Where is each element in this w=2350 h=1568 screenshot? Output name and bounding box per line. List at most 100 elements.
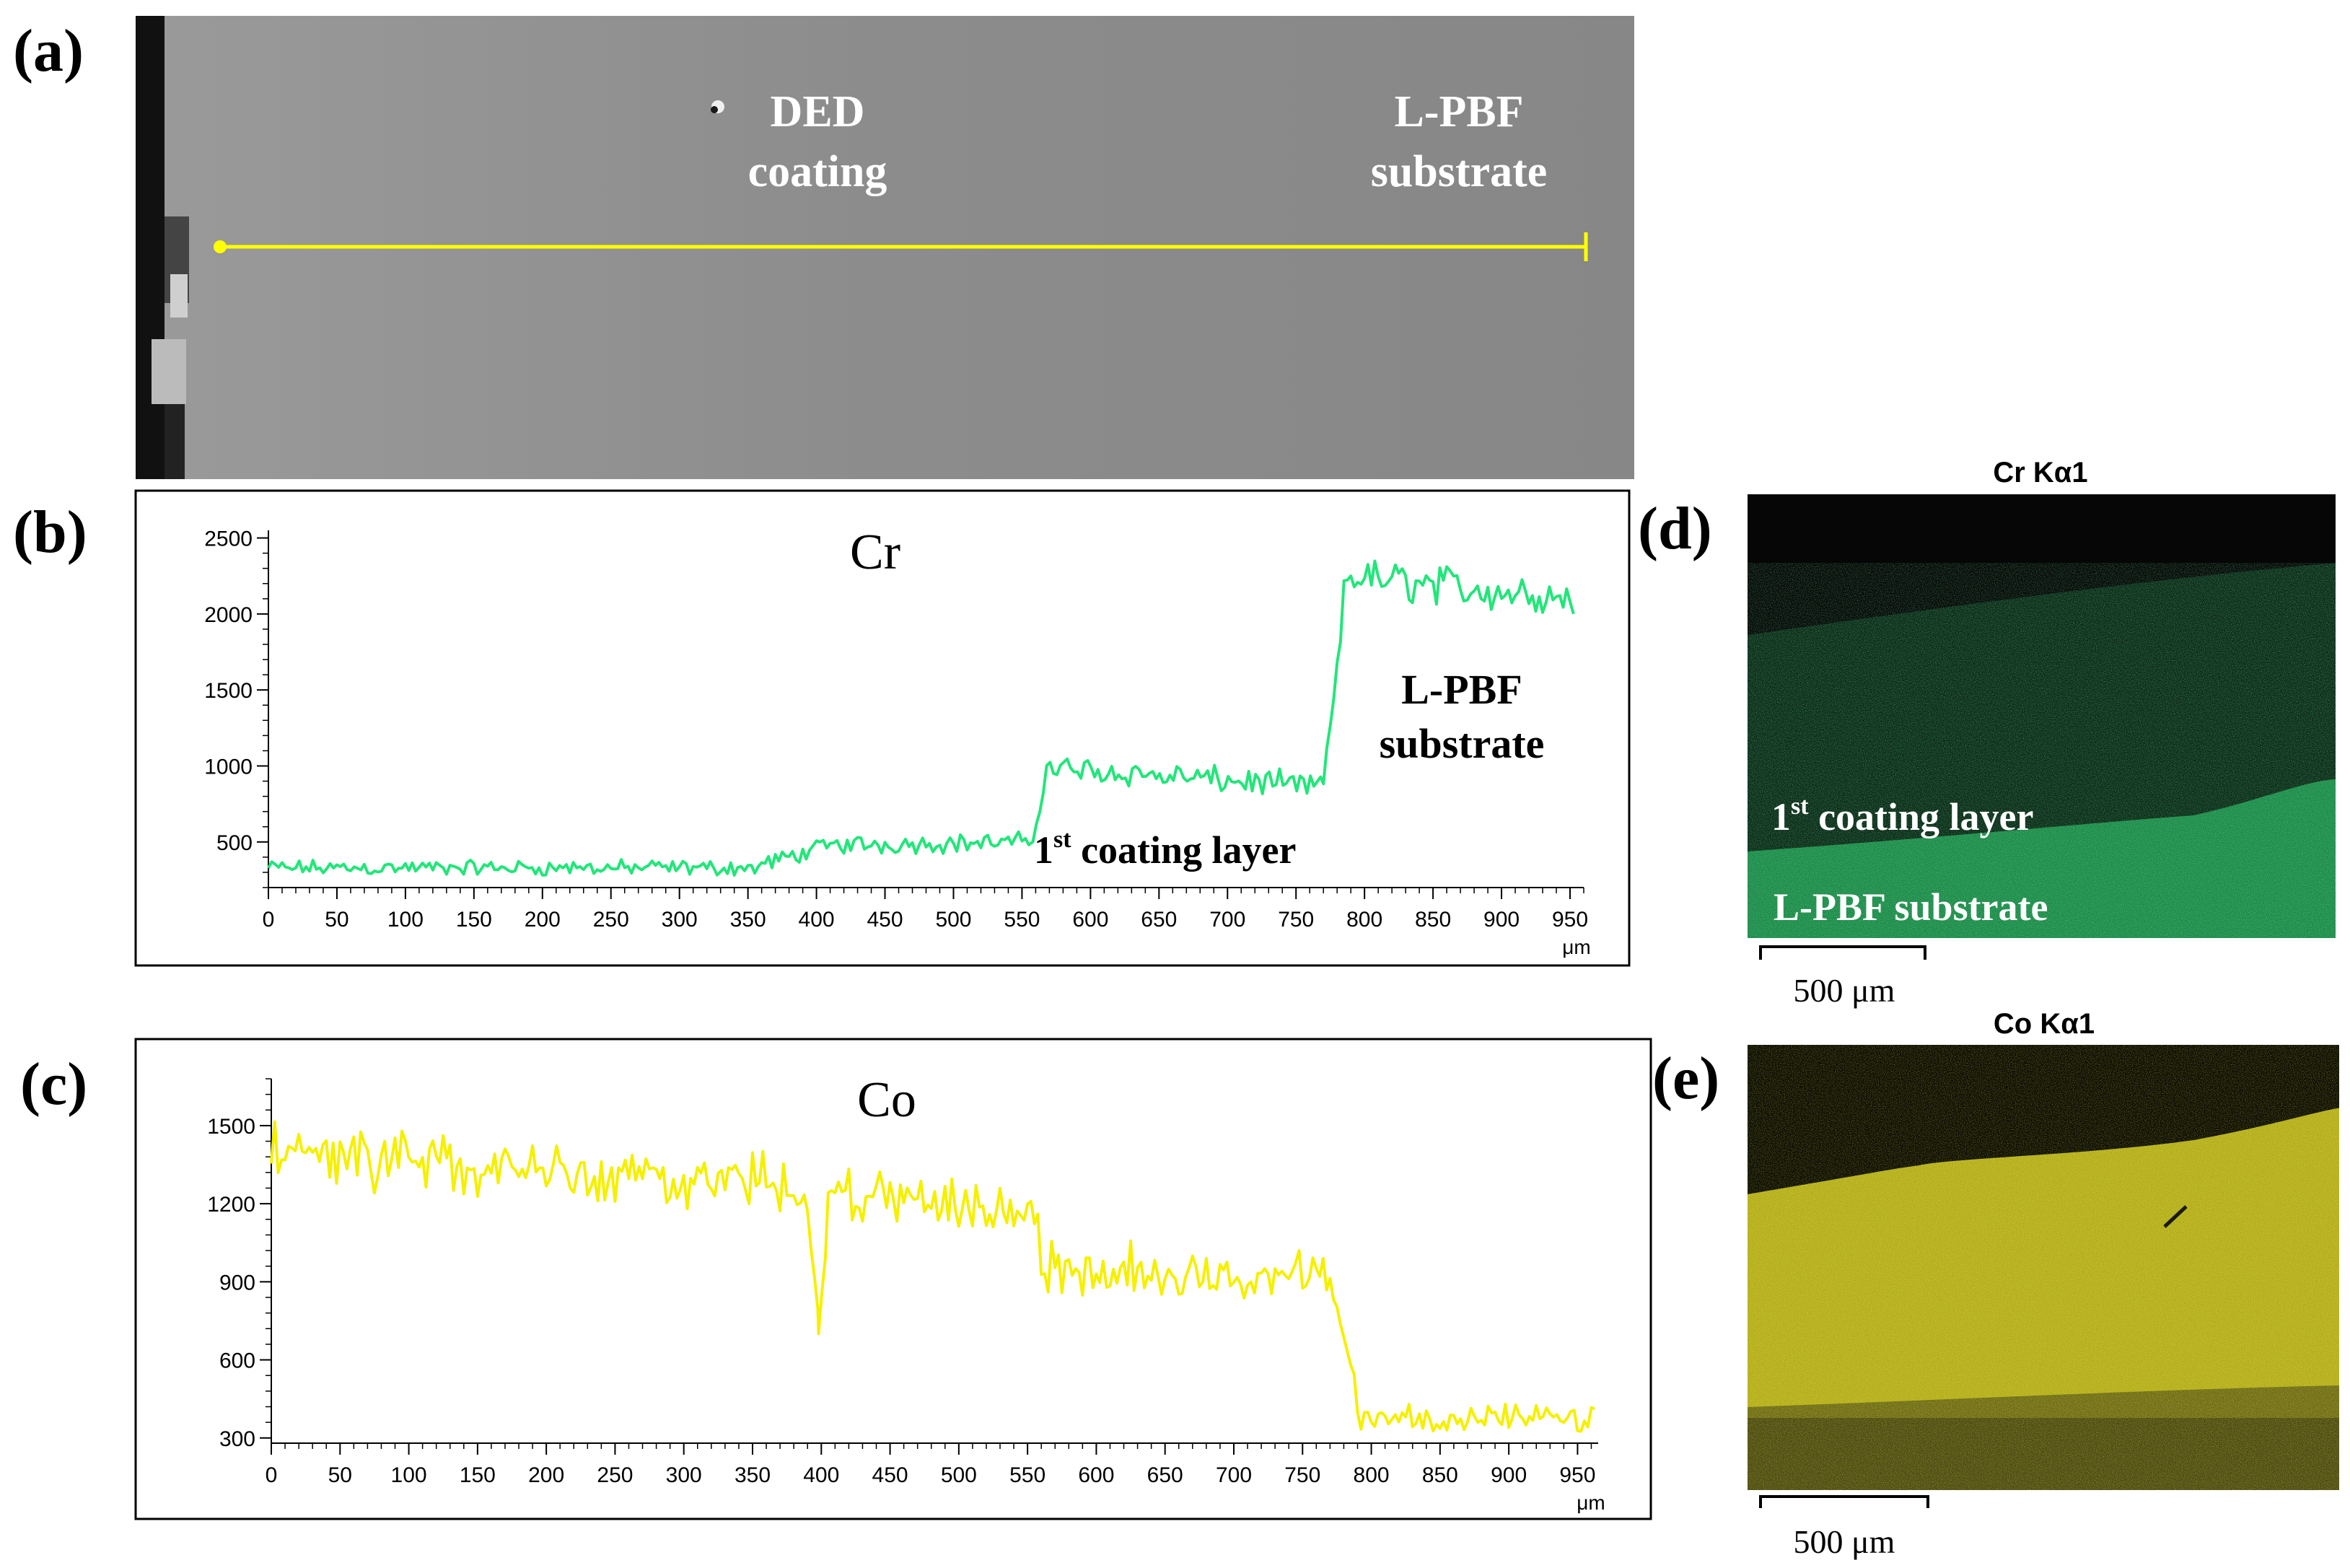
cr-substrate-label-1: L-PBF — [1401, 666, 1522, 713]
panel-d-tag: (d) — [1638, 495, 1712, 562]
co-map-noise — [1748, 1045, 2339, 1490]
cr-x-unit: μm — [1562, 936, 1590, 958]
panel-a-tag: (a) — [13, 17, 84, 84]
cr-map — [1748, 494, 2336, 938]
co-x-tick-label: 200 — [528, 1463, 564, 1487]
co-x-tick-label: 850 — [1422, 1463, 1458, 1487]
co-x-tick-label: 50 — [328, 1463, 352, 1487]
co-y-tick-label: 1200 — [207, 1193, 255, 1217]
cr-substrate-label-2: substrate — [1380, 720, 1545, 767]
co-x-tick-label: 450 — [872, 1463, 908, 1487]
co-series-line — [270, 1120, 1595, 1433]
cr-x-tick-label: 50 — [325, 908, 348, 932]
cr-chart-frame — [134, 489, 1631, 967]
co-map-scale-bar — [1759, 1495, 1929, 1508]
co-chart-frame — [134, 1038, 1652, 1520]
co-map-scale-label: 500 μm — [1794, 1523, 1895, 1560]
panel-c-tag: (c) — [20, 1051, 87, 1118]
cr-x-tick-label: 150 — [456, 908, 492, 932]
co-x-tick-label: 350 — [735, 1463, 771, 1487]
cr-x-tick-label: 500 — [935, 908, 971, 932]
co-x-tick-label: 550 — [1009, 1463, 1045, 1487]
co-x-tick-label: 0 — [266, 1463, 278, 1487]
cr-x-tick-label: 900 — [1483, 908, 1520, 932]
cr-x-tick-label: 250 — [593, 908, 629, 932]
co-x-tick-label: 800 — [1354, 1463, 1390, 1487]
cr-x-tick-label: 400 — [799, 908, 835, 932]
ded-label-1: DED — [771, 87, 865, 136]
cr-y-tick-label: 2500 — [204, 527, 253, 551]
cr-map-layer-num: 1 — [1771, 795, 1791, 838]
cr-x-tick-label: 800 — [1346, 908, 1382, 932]
cr-x-tick-label: 300 — [662, 908, 698, 932]
cr-x-tick-label: 450 — [867, 908, 903, 932]
co-y-tick-label: 600 — [219, 1349, 255, 1373]
co-title: Co — [857, 1072, 916, 1128]
cr-map-layer-rest: coating layer — [1809, 795, 2034, 838]
cr-y-tick-label: 1000 — [204, 755, 253, 779]
panel-e-tag: (e) — [1652, 1045, 1719, 1112]
ded-label-2: coating — [748, 147, 887, 196]
sem-pore-2 — [711, 106, 718, 113]
cr-y-tick-label: 500 — [216, 831, 253, 855]
co-x-tick-label: 250 — [597, 1463, 633, 1487]
cr-series-line — [267, 559, 1575, 877]
cr-map-layer-sup: st — [1791, 793, 1809, 820]
cr-map-scale-bar — [1759, 945, 1926, 960]
sem-grain-3 — [165, 404, 185, 479]
cr-layer-num: 1 — [1034, 828, 1053, 872]
cr-map-title: Cr Kα1 — [1993, 457, 2087, 489]
cr-y-tick-label: 1500 — [204, 679, 253, 703]
cr-x-tick-label: 550 — [1004, 908, 1040, 932]
cr-map-scale-label: 500 μm — [1794, 972, 1895, 1009]
panel-e: (e) Co Kα1 500 μm — [1652, 1008, 2339, 1560]
cr-title: Cr — [850, 525, 900, 580]
cr-x-tick-label: 700 — [1209, 908, 1245, 932]
co-y-tick-label: 300 — [219, 1427, 255, 1451]
co-x-tick-label: 600 — [1078, 1463, 1114, 1487]
sem-grain-4 — [170, 274, 188, 317]
lpbf-label-2: substrate — [1371, 147, 1548, 196]
panel-a: (a) DED coating L-PBF substrate — [13, 16, 1634, 479]
cr-y-tick-label: 2000 — [204, 603, 253, 627]
co-y-tick-label: 1500 — [207, 1115, 255, 1139]
co-map — [1748, 1045, 2339, 1490]
cr-layer-rest: coating layer — [1071, 828, 1297, 872]
co-x-tick-label: 400 — [803, 1463, 839, 1487]
co-x-tick-label: 700 — [1216, 1463, 1252, 1487]
cr-map-layer-label: 1st coating layer — [1771, 793, 2034, 838]
cr-chart: 0 50 100 150 200 250 300 350 400 450 500 550 600 650 7… — [204, 525, 1590, 958]
sem-dark-edge — [136, 16, 165, 479]
co-x-tick-label: 300 — [666, 1463, 702, 1487]
co-x-tick-label: 100 — [391, 1463, 427, 1487]
cr-x-tick-label: 750 — [1278, 908, 1314, 932]
cr-map-noise — [1748, 563, 2336, 938]
co-x-tick-label: 950 — [1559, 1463, 1595, 1487]
panel-d: (d) Cr Kα1 1st coating layer L-PBF subst… — [1638, 457, 2336, 1009]
co-y-tick-label: 900 — [219, 1271, 255, 1295]
cr-x-tick-label: 0 — [263, 908, 275, 932]
cr-layer-sup: st — [1053, 826, 1071, 853]
co-x-tick-label: 150 — [460, 1463, 496, 1487]
co-map-crack — [2163, 1205, 2188, 1228]
cr-x-tick-label: 650 — [1141, 908, 1177, 932]
panel-b-tag: (b) — [13, 499, 87, 566]
panel-c: (c) 0 50 100 150 200 250 300 350 400 450 500 550 600… — [20, 1038, 1652, 1520]
co-x-tick-label: 750 — [1284, 1463, 1320, 1487]
cr-x-tick-label: 200 — [525, 908, 561, 932]
co-map-title: Co Kα1 — [1994, 1008, 2095, 1040]
cr-map-substrate-label: L-PBF substrate — [1774, 885, 2048, 929]
cr-x-tick-label: 950 — [1552, 908, 1588, 932]
cr-x-tick-label: 100 — [387, 908, 424, 932]
lpbf-label-1: L-PBF — [1394, 87, 1523, 136]
cr-layer-label: 1st coating layer — [1034, 826, 1297, 872]
cr-x-tick-label: 600 — [1072, 908, 1108, 932]
co-x-tick-label: 500 — [941, 1463, 977, 1487]
cr-x-tick-label: 350 — [730, 908, 766, 932]
co-x-tick-label: 650 — [1147, 1463, 1183, 1487]
cr-x-tick-label: 850 — [1415, 908, 1451, 932]
co-x-tick-label: 900 — [1491, 1463, 1527, 1487]
line-scan-start — [214, 240, 227, 253]
co-chart: 0 50 100 150 200 250 300 350 400 450 500 550 600 650 7… — [207, 1072, 1605, 1514]
panel-b: (b) 0 50 100 150 200 250 300 350 400 450 500 550 600… — [13, 489, 1631, 967]
